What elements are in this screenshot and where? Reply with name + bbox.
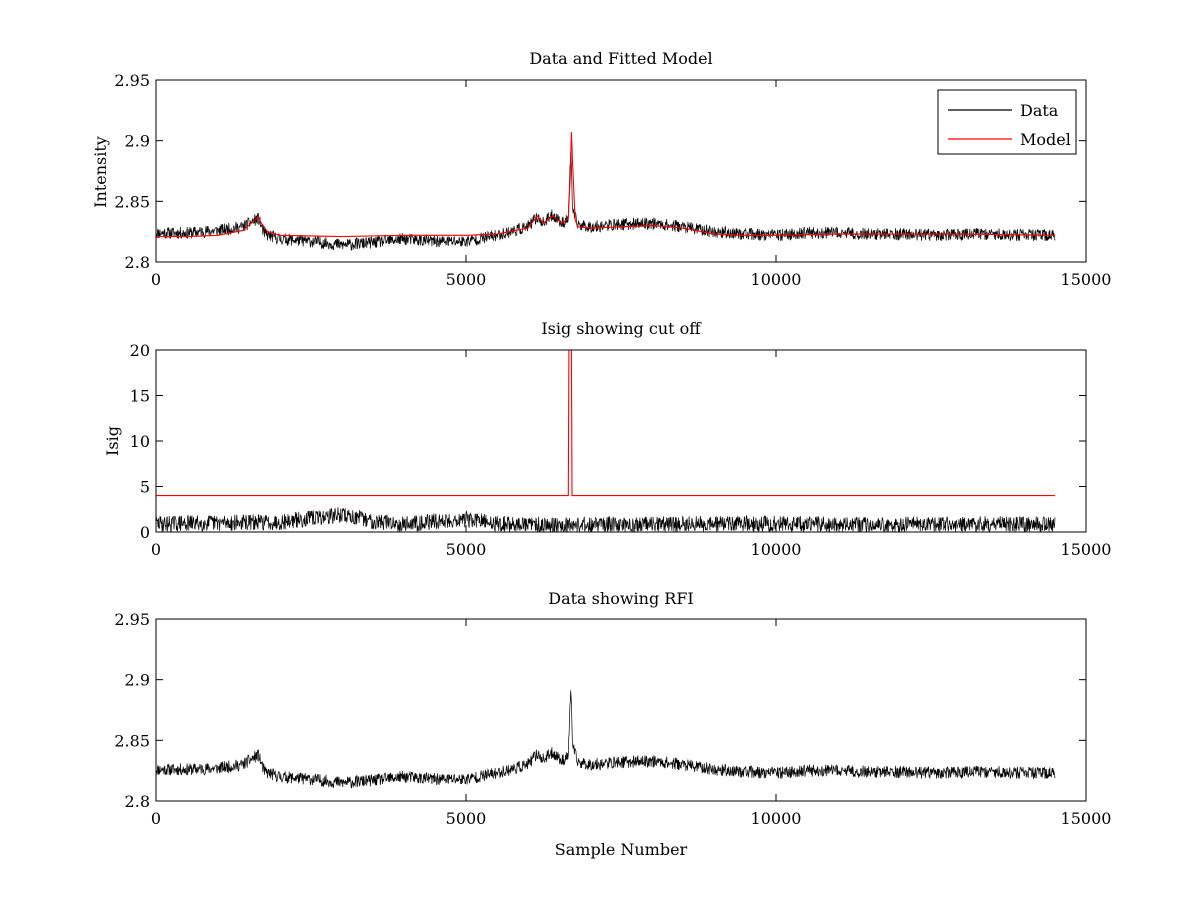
panel-1-series bbox=[156, 132, 1056, 251]
panel-isig: Isig showing cut off Isig 0 5000 10000 1500… bbox=[103, 319, 1111, 559]
panel-3-ticks: 0 5000 10000 15000 2.8 2.85 2.9 2.95 bbox=[114, 610, 1111, 828]
series-line-data bbox=[156, 690, 1056, 789]
legend-label-model: Model bbox=[1020, 130, 1071, 149]
panel-1-axes-frame bbox=[155, 79, 1087, 263]
panel-2-series bbox=[156, 350, 1056, 532]
series-line-data bbox=[156, 151, 1056, 251]
x-tick-label: 10000 bbox=[751, 540, 802, 559]
y-tick-label: 5 bbox=[140, 478, 150, 497]
panel-data-rfi: Data showing RFI 0 5000 10000 15000 2.8 2.85 2… bbox=[114, 589, 1111, 859]
panel-2-ticks: 0 5000 10000 15000 0 5 10 15 20 bbox=[130, 341, 1112, 559]
series-line-isig bbox=[156, 507, 1056, 532]
y-tick-label: 2.95 bbox=[114, 610, 150, 629]
panel-3-series bbox=[156, 690, 1056, 789]
x-tick-label: 15000 bbox=[1061, 540, 1112, 559]
y-tick-label: 15 bbox=[130, 387, 150, 406]
x-tick-label: 5000 bbox=[446, 809, 487, 828]
panel-3-xlabel: Sample Number bbox=[555, 840, 688, 859]
x-tick-label: 5000 bbox=[446, 270, 487, 289]
panel-3-axes-frame bbox=[155, 618, 1087, 802]
series-line-cut-off bbox=[156, 350, 1055, 497]
series-line-model bbox=[156, 132, 1056, 238]
panel-1-ylabel: Intensity bbox=[91, 136, 110, 208]
x-tick-label: 10000 bbox=[751, 809, 802, 828]
y-tick-label: 2.85 bbox=[114, 192, 150, 211]
legend-label-data: Data bbox=[1020, 101, 1059, 120]
x-tick-label: 0 bbox=[151, 540, 161, 559]
y-tick-label: 2.85 bbox=[114, 731, 150, 750]
legend: Data Model bbox=[937, 89, 1077, 155]
x-tick-label: 0 bbox=[151, 809, 161, 828]
y-tick-label: 20 bbox=[130, 341, 150, 360]
panel-1-title: Data and Fitted Model bbox=[529, 49, 712, 68]
x-tick-label: 15000 bbox=[1061, 809, 1112, 828]
panel-3-title: Data showing RFI bbox=[548, 589, 693, 608]
x-tick-label: 10000 bbox=[751, 270, 802, 289]
x-tick-label: 0 bbox=[151, 270, 161, 289]
x-tick-label: 15000 bbox=[1061, 270, 1112, 289]
y-tick-label: 2.8 bbox=[125, 792, 150, 811]
panel-1-ticks: 0 5000 10000 15000 2.8 2.85 2.9 2.95 bbox=[114, 71, 1111, 289]
legend-box bbox=[937, 89, 1077, 155]
panel-2-axes-frame bbox=[155, 349, 1087, 533]
y-tick-label: 2.9 bbox=[125, 132, 150, 151]
y-tick-label: 0 bbox=[140, 523, 150, 542]
panel-data-and-model: Data and Fitted Model Intensity 0 5000 100… bbox=[91, 49, 1111, 289]
x-tick-label: 5000 bbox=[446, 540, 487, 559]
y-tick-label: 10 bbox=[130, 432, 150, 451]
y-tick-label: 2.95 bbox=[114, 71, 150, 90]
y-tick-label: 2.9 bbox=[125, 671, 150, 690]
panel-2-title: Isig showing cut off bbox=[541, 319, 702, 338]
y-tick-label: 2.8 bbox=[125, 253, 150, 272]
panel-2-ylabel: Isig bbox=[103, 426, 122, 456]
